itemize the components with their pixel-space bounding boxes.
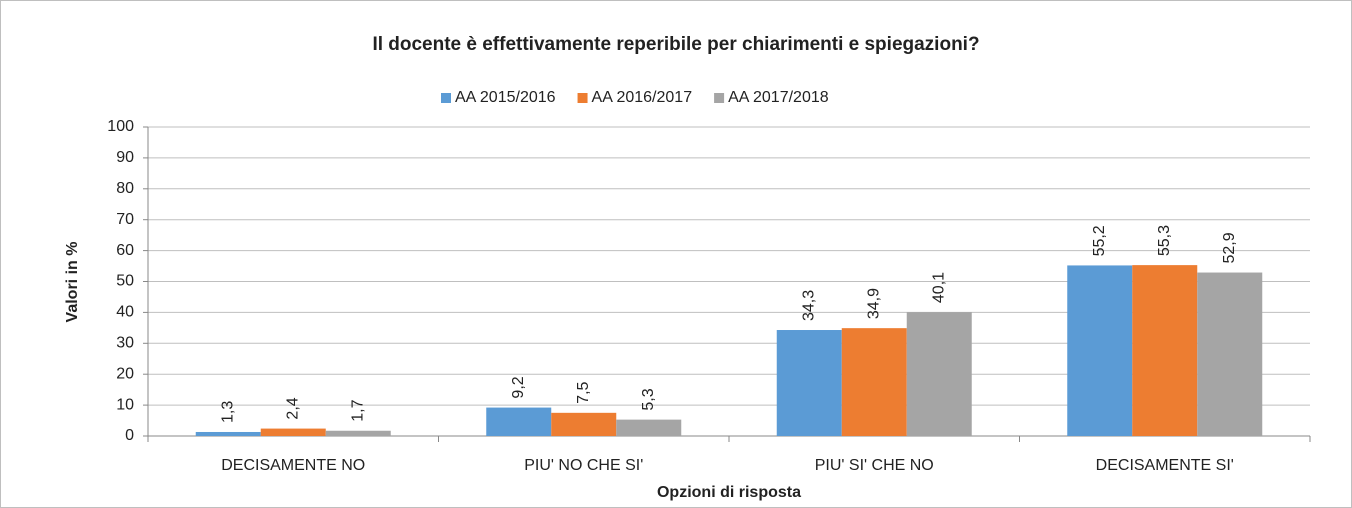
y-tick-label: 60 xyxy=(116,242,134,259)
data-label: 1,3 xyxy=(219,401,236,423)
data-label: 7,5 xyxy=(575,381,592,403)
y-tick-label: 10 xyxy=(116,396,134,413)
legend-label: AA 2015/2016 xyxy=(455,89,556,106)
data-label: 34,9 xyxy=(865,288,882,319)
legend-label: AA 2016/2017 xyxy=(592,89,693,106)
y-tick-label: 70 xyxy=(116,211,134,228)
bar xyxy=(486,407,552,436)
data-label: 52,9 xyxy=(1221,232,1238,263)
x-tick-label: DECISAMENTE NO xyxy=(221,457,365,474)
bar xyxy=(1067,265,1133,436)
bar xyxy=(260,428,326,436)
bar xyxy=(776,330,842,436)
bar xyxy=(616,419,682,436)
x-tick-label: PIU' SI' CHE NO xyxy=(815,457,934,474)
x-tick-label: PIU' NO CHE SI' xyxy=(524,457,643,474)
legend-label: AA 2017/2018 xyxy=(728,89,829,106)
y-tick-label: 80 xyxy=(116,180,134,197)
data-label: 9,2 xyxy=(510,376,527,398)
chart-title: Il docente è effettivamente reperibile p… xyxy=(372,34,979,55)
legend-swatch xyxy=(577,93,588,103)
y-tick-label: 90 xyxy=(116,149,134,166)
data-label: 34,3 xyxy=(800,290,817,321)
bar xyxy=(1197,272,1263,436)
data-label: 55,2 xyxy=(1091,225,1108,256)
bar xyxy=(195,431,261,436)
data-label: 55,3 xyxy=(1156,225,1173,256)
bar xyxy=(325,430,391,436)
y-tick-label: 100 xyxy=(107,118,134,135)
y-tick-label: 50 xyxy=(116,273,134,290)
y-tick-label: 30 xyxy=(116,335,134,352)
data-label: 1,7 xyxy=(349,399,366,421)
bar xyxy=(1132,265,1198,436)
data-label: 5,3 xyxy=(640,388,657,410)
data-label: 2,4 xyxy=(284,397,301,419)
y-axis-title: Valori in % xyxy=(64,242,81,323)
legend-swatch xyxy=(714,93,725,103)
legend-swatch xyxy=(441,93,451,103)
y-tick-label: 40 xyxy=(116,304,134,321)
y-tick-label: 0 xyxy=(125,427,134,444)
bar xyxy=(841,328,907,436)
data-label: 40,1 xyxy=(930,272,947,303)
x-tick-label: DECISAMENTE SI' xyxy=(1096,457,1234,474)
bar xyxy=(906,312,972,436)
bar xyxy=(551,412,617,436)
y-tick-label: 20 xyxy=(116,365,134,382)
x-axis-title: Opzioni di risposta xyxy=(657,484,801,501)
